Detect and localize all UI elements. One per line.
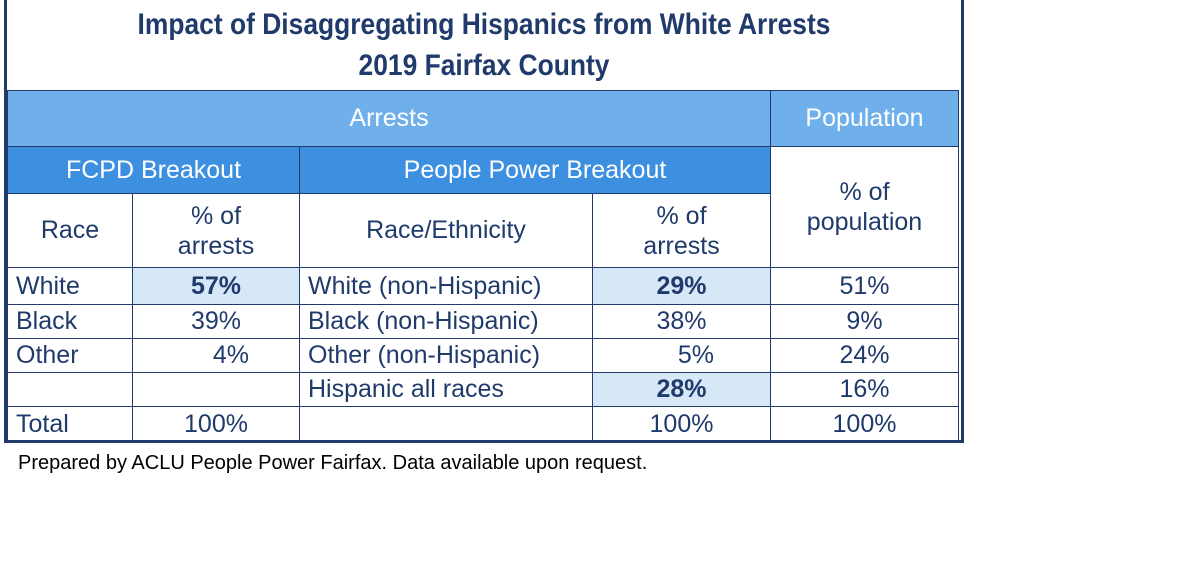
pp-pct-header: % of arrests xyxy=(592,193,771,268)
pp-pct-line-1: % of xyxy=(656,201,707,230)
ethnicity-cell: Black (non-Hispanic) xyxy=(299,304,593,339)
pop-pct-cell: 16% xyxy=(770,372,959,407)
race-header: Race xyxy=(7,193,133,268)
table-row: White 57% White (non-Hispanic) 29% 51% xyxy=(7,267,959,305)
table-row: Total 100% 100% 100% xyxy=(7,406,959,442)
fcpd-pct-cell: 4% xyxy=(132,338,300,373)
ethnicity-cell: Hispanic all races xyxy=(299,372,593,407)
pp-pct-cell: 28% xyxy=(592,372,771,407)
footnote: Prepared by ACLU People Power Fairfax. D… xyxy=(18,452,648,474)
title-line-1: Impact of Disaggregating Hispanics from … xyxy=(137,8,831,41)
pop-pct-cell: 9% xyxy=(770,304,959,339)
pp-breakout-header: People Power Breakout xyxy=(299,146,771,194)
pop-pct-cell: 51% xyxy=(770,267,959,305)
table-row: Other 4% Other (non-Hispanic) 5% 24% xyxy=(7,338,959,373)
chart-title: Impact of Disaggregating Hispanics from … xyxy=(4,0,964,88)
arrests-header: Arrests xyxy=(7,90,771,147)
table-row: Black 39% Black (non-Hispanic) 38% 9% xyxy=(7,304,959,339)
fcpd-pct-line-2: arrests xyxy=(177,231,255,260)
pct-population-line-1: % of xyxy=(839,178,890,206)
ethnicity-cell xyxy=(299,406,593,442)
fcpd-pct-cell: 57% xyxy=(132,267,300,305)
race-cell: Total xyxy=(7,406,133,442)
fcpd-pct-header: % of arrests xyxy=(132,193,300,268)
pp-pct-cell: 38% xyxy=(592,304,771,339)
ethnicity-cell: White (non-Hispanic) xyxy=(299,267,593,305)
race-cell: Other xyxy=(7,338,133,373)
race-cell xyxy=(7,372,133,407)
pop-pct-cell: 100% xyxy=(770,406,959,442)
data-table: Arrests Population FCPD Breakout People … xyxy=(7,90,959,442)
race-ethnicity-header: Race/Ethnicity xyxy=(299,193,593,268)
pp-pct-cell: 5% xyxy=(592,338,771,373)
pp-pct-line-2: arrests xyxy=(643,231,720,260)
race-cell: White xyxy=(7,267,133,305)
pp-pct-cell: 29% xyxy=(592,267,771,305)
pct-population-line-2: population xyxy=(806,208,923,236)
fcpd-breakout-header: FCPD Breakout xyxy=(7,146,300,194)
table-row: Hispanic all races 28% 16% xyxy=(7,372,959,407)
pct-population-header: % of population xyxy=(770,146,959,268)
pp-pct-cell: 100% xyxy=(592,406,771,442)
ethnicity-cell: Other (non-Hispanic) xyxy=(299,338,593,373)
fcpd-pct-cell xyxy=(132,372,300,407)
population-header: Population xyxy=(770,90,959,147)
fcpd-pct-cell: 100% xyxy=(132,406,300,442)
pop-pct-cell: 24% xyxy=(770,338,959,373)
fcpd-pct-line-1: % of xyxy=(190,201,242,230)
title-line-2: 2019 Fairfax County xyxy=(358,49,610,82)
race-cell: Black xyxy=(7,304,133,339)
fcpd-pct-cell: 39% xyxy=(132,304,300,339)
